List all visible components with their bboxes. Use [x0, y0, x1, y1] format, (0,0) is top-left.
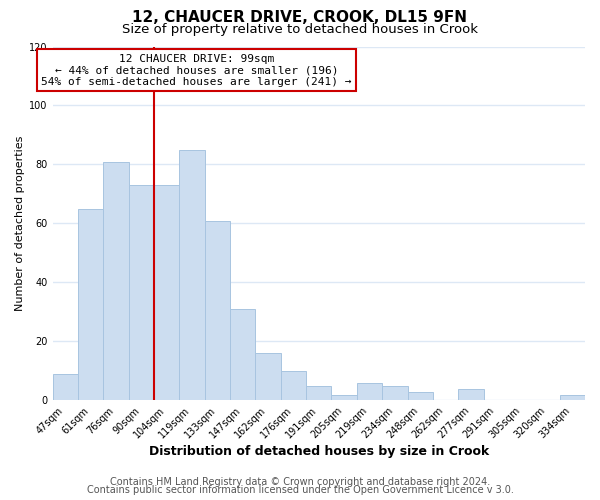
Text: 12 CHAUCER DRIVE: 99sqm
← 44% of detached houses are smaller (196)
54% of semi-d: 12 CHAUCER DRIVE: 99sqm ← 44% of detache… [41, 54, 352, 87]
Bar [230, 309, 256, 400]
Text: Size of property relative to detached houses in Crook: Size of property relative to detached ho… [122, 22, 478, 36]
Y-axis label: Number of detached properties: Number of detached properties [15, 136, 25, 311]
Bar [331, 394, 357, 400]
Bar [205, 220, 230, 400]
Bar [103, 162, 128, 400]
Bar [53, 374, 78, 400]
Bar [458, 388, 484, 400]
Bar [382, 386, 407, 400]
Bar [407, 392, 433, 400]
Bar [154, 185, 179, 400]
Bar [128, 185, 154, 400]
Text: 12, CHAUCER DRIVE, CROOK, DL15 9FN: 12, CHAUCER DRIVE, CROOK, DL15 9FN [133, 10, 467, 25]
Bar [281, 371, 306, 400]
Text: Contains HM Land Registry data © Crown copyright and database right 2024.: Contains HM Land Registry data © Crown c… [110, 477, 490, 487]
Bar [357, 383, 382, 400]
Bar [560, 394, 585, 400]
Bar [179, 150, 205, 400]
Bar [306, 386, 331, 400]
Bar [256, 354, 281, 401]
X-axis label: Distribution of detached houses by size in Crook: Distribution of detached houses by size … [149, 444, 489, 458]
Text: Contains public sector information licensed under the Open Government Licence v : Contains public sector information licen… [86, 485, 514, 495]
Bar [78, 208, 103, 400]
